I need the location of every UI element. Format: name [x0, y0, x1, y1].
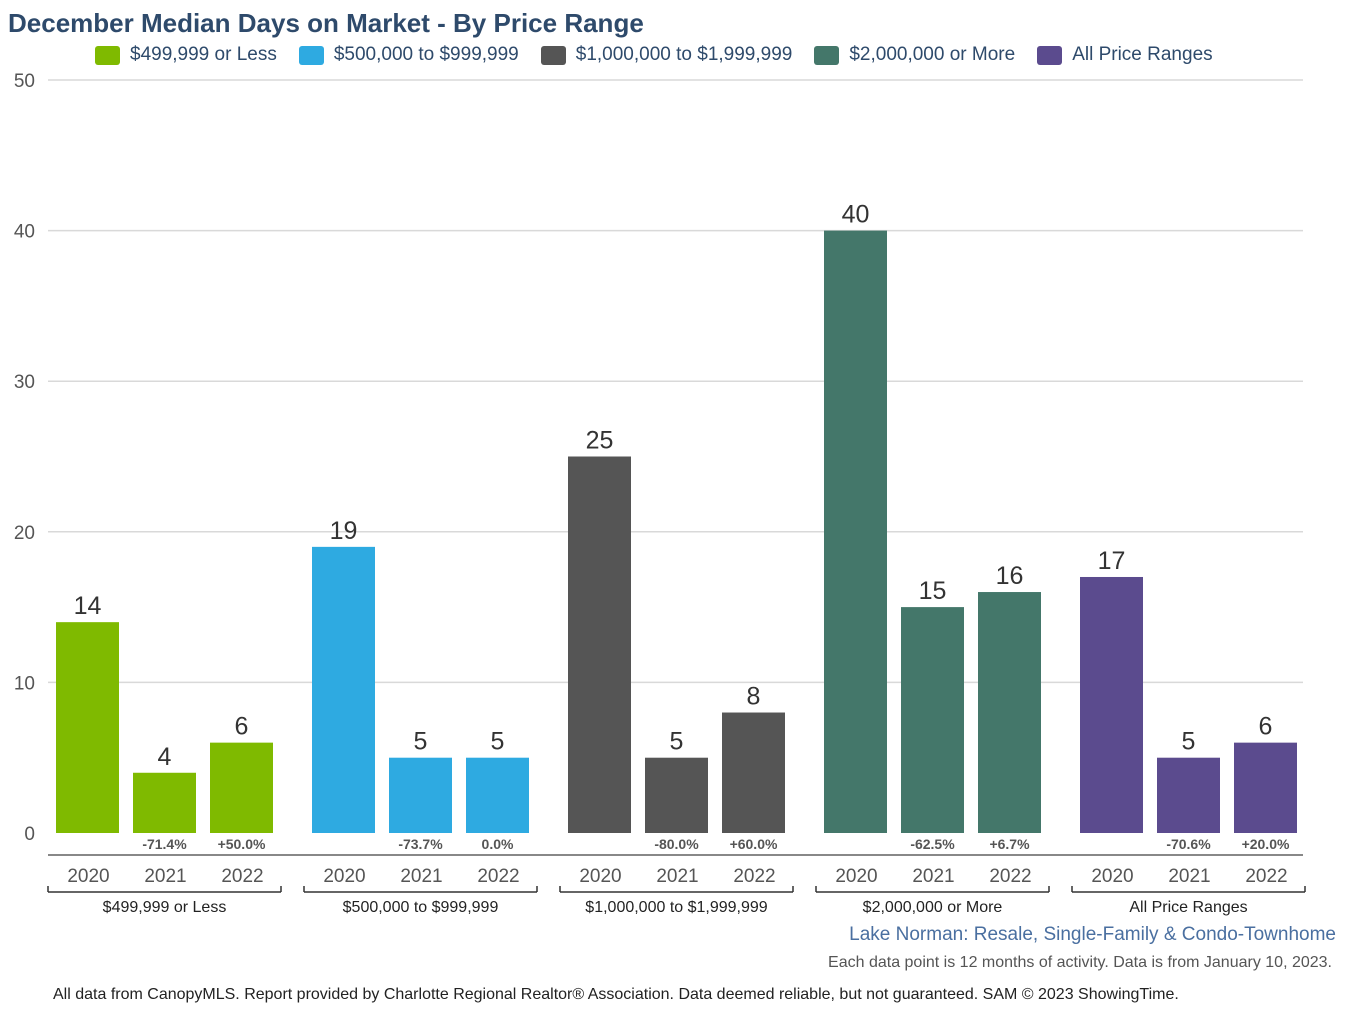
bar-value-label: 14 [74, 592, 102, 620]
bar [1234, 742, 1297, 833]
x-tick-label: 2021 [144, 866, 186, 887]
y-tick-label: 0 [24, 824, 35, 845]
group-label: $499,999 or Less [103, 899, 227, 916]
legend-label: $1,000,000 to $1,999,999 [575, 44, 793, 65]
y-tick-label: 10 [14, 673, 35, 694]
bar [210, 742, 273, 833]
change-label: -62.5% [910, 836, 955, 852]
bar-value-label: 16 [996, 562, 1024, 590]
legend-label: $500,000 to $999,999 [333, 44, 519, 65]
bar [1080, 576, 1143, 833]
bar [568, 456, 631, 833]
change-label: -73.7% [398, 836, 443, 852]
legend: $499,999 or Less $500,000 to $999,999 $1,0… [95, 44, 1235, 66]
legend-label: All Price Ranges [1072, 44, 1213, 65]
legend-swatch [814, 45, 840, 65]
change-label: +20.0% [1242, 836, 1290, 852]
legend-item: $2,000,000 or More [814, 44, 1015, 66]
bar-value-label: 19 [330, 517, 358, 545]
y-tick-label: 40 [14, 222, 35, 243]
x-tick-label: 2021 [1168, 866, 1210, 887]
x-tick-label: 2022 [733, 866, 775, 887]
x-tick-label: 2020 [1091, 866, 1133, 887]
group-label: $500,000 to $999,999 [343, 899, 499, 916]
y-tick-label: 50 [14, 71, 35, 92]
y-tick-label: 30 [14, 372, 35, 393]
bar [645, 757, 708, 833]
bar [312, 546, 375, 833]
change-label: -71.4% [142, 836, 187, 852]
bar-value-label: 5 [491, 728, 505, 756]
bar-value-label: 40 [842, 201, 870, 229]
bar-value-label: 5 [670, 728, 684, 756]
x-tick-label: 2022 [1245, 866, 1287, 887]
legend-item: $500,000 to $999,999 [298, 44, 519, 66]
legend-label: $499,999 or Less [130, 44, 277, 65]
group-label: $2,000,000 or More [863, 899, 1003, 916]
x-tick-label: 2020 [67, 866, 109, 887]
y-tick-label: 20 [14, 523, 35, 544]
change-label: -70.6% [1166, 836, 1211, 852]
bar [824, 230, 887, 834]
bar [133, 772, 196, 833]
legend-swatch [298, 45, 324, 65]
change-label: -80.0% [654, 836, 699, 852]
legend-swatch [540, 45, 566, 65]
x-tick-label: 2022 [477, 866, 519, 887]
change-label: 0.0% [482, 836, 514, 852]
x-tick-label: 2020 [835, 866, 877, 887]
change-label: +50.0% [218, 836, 266, 852]
legend-swatch [95, 45, 120, 65]
bar-value-label: 5 [1182, 728, 1196, 756]
bar-value-label: 15 [919, 577, 947, 605]
bar-value-label: 6 [235, 713, 249, 741]
legend-swatch [1037, 45, 1063, 65]
x-tick-label: 2021 [656, 866, 698, 887]
bar [466, 757, 529, 833]
disclaimer: All data from CanopyMLS. Report provided… [53, 986, 1179, 1003]
bar [389, 757, 452, 833]
legend-item: $1,000,000 to $1,999,999 [540, 44, 793, 66]
bar-value-label: 8 [747, 683, 761, 711]
x-tick-label: 2021 [912, 866, 954, 887]
bar-value-label: 5 [414, 728, 428, 756]
group-label: All Price Ranges [1129, 899, 1247, 916]
legend-item: $499,999 or Less [95, 44, 277, 66]
bar-value-label: 4 [158, 743, 172, 771]
bar [901, 607, 964, 833]
x-tick-label: 2021 [400, 866, 442, 887]
chart-subtitle: Lake Norman: Resale, Single-Family & Con… [849, 924, 1336, 945]
x-tick-label: 2022 [989, 866, 1031, 887]
bar-value-label: 17 [1098, 547, 1126, 575]
change-label: +60.0% [730, 836, 778, 852]
x-tick-label: 2020 [579, 866, 621, 887]
bar-value-label: 6 [1259, 713, 1273, 741]
chart-title: December Median Days on Market - By Pric… [8, 8, 644, 38]
x-tick-label: 2020 [323, 866, 365, 887]
bar-value-label: 25 [586, 427, 614, 455]
bar [1157, 757, 1220, 833]
data-note: Each data point is 12 months of activity… [828, 954, 1332, 971]
x-tick-label: 2022 [221, 866, 263, 887]
bar [722, 712, 785, 833]
group-label: $1,000,000 to $1,999,999 [585, 899, 767, 916]
legend-label: $2,000,000 or More [849, 44, 1016, 65]
legend-item: All Price Ranges [1037, 44, 1213, 66]
bar [56, 622, 119, 833]
bar [978, 592, 1041, 833]
change-label: +6.7% [989, 836, 1030, 852]
